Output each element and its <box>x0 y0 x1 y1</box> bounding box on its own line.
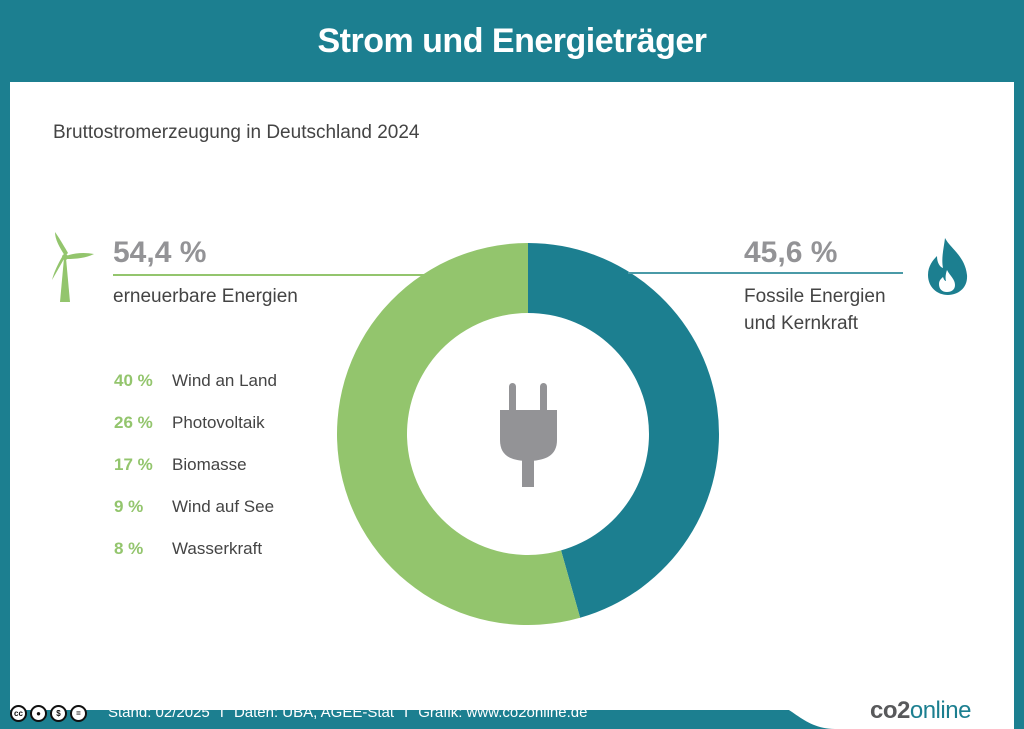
footer-daten: Daten: UBA, AGEE-Stat <box>233 704 395 721</box>
footer-credits: Stand: 02/2025 I Daten: UBA, AGEE-Stat I Gra… <box>108 704 587 721</box>
breakdown-item: 9 % Wind auf See <box>114 495 274 519</box>
nd-icon: = <box>70 705 87 722</box>
renewables-label: erneuerbare Energien <box>113 286 298 307</box>
power-plug-icon <box>500 383 557 487</box>
footer-separator: I <box>404 704 409 721</box>
nc-icon: $ <box>50 705 67 722</box>
page-title: Strom und Energieträger <box>317 21 707 60</box>
breakdown-item: 8 % Wasserkraft <box>114 537 262 561</box>
breakdown-name: Wasserkraft <box>172 539 263 558</box>
logo-online: online <box>909 697 972 724</box>
by-icon: ● <box>30 705 47 722</box>
footer-swoosh <box>10 680 1024 729</box>
donut-slice-fossil <box>528 243 720 618</box>
footer-grafik: Grafik: www.co2online.de <box>418 704 588 721</box>
breakdown-percent: 40 % <box>114 371 153 390</box>
fossil-label-line2: und Kernkraft <box>744 313 859 334</box>
cc-icon: cc <box>10 705 27 722</box>
breakdown-item: 17 % Biomasse <box>114 453 247 477</box>
logo-co2: co2 <box>870 697 910 724</box>
breakdown-name: Wind auf See <box>172 497 275 516</box>
breakdown-item: 40 % Wind an Land <box>114 369 277 393</box>
wind-turbine-icon <box>52 232 94 302</box>
breakdown-percent: 8 % <box>114 539 144 558</box>
breakdown-percent: 9 % <box>114 497 144 516</box>
license-icons: cc ● $ = <box>10 705 87 722</box>
breakdown-percent: 17 % <box>114 455 153 474</box>
renewables-percent: 54,4 % <box>113 236 207 269</box>
breakdown-percent: 26 % <box>114 413 153 432</box>
breakdown-name: Wind an Land <box>172 371 277 390</box>
breakdown-name: Photovoltaik <box>172 413 265 432</box>
chart-subtitle: Bruttostromerzeugung in Deutschland 2024 <box>53 122 420 143</box>
breakdown-name: Biomasse <box>172 455 247 474</box>
footer-stand: Stand: 02/2025 <box>108 704 210 721</box>
donut-slice-renewables <box>337 243 581 625</box>
footer-separator: I <box>219 704 224 721</box>
fossil-percent: 45,6 % <box>744 236 838 269</box>
breakdown-item: 26 % Photovoltaik <box>114 411 265 435</box>
flame-icon <box>928 238 968 295</box>
fossil-label-line1: Fossile Energien <box>744 286 886 307</box>
co2online-logo[interactable]: co2online <box>870 697 971 725</box>
